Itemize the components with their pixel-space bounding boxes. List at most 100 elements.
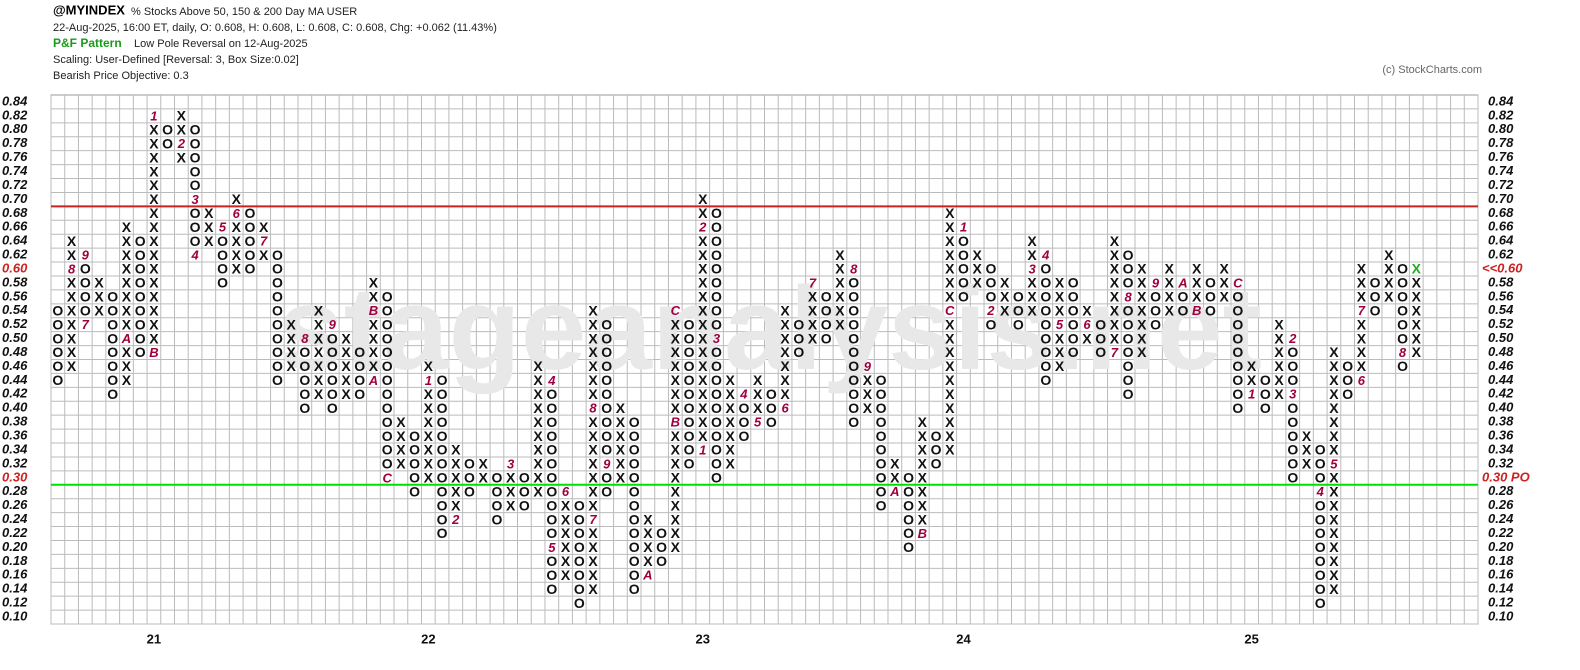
y-tick-label: 0.74 [2,163,28,178]
o-box: O [190,122,201,138]
month-mark: 6 [781,401,789,416]
x-box: X [424,400,434,416]
o-box: O [409,456,420,472]
o-box: O [437,456,448,472]
o-box: O [1068,275,1079,291]
o-box: O [1370,289,1381,305]
x-box: X [1274,316,1284,332]
o-box: O [1205,302,1216,318]
o-box: O [711,233,722,249]
x-box: X [698,289,708,305]
x-box: X [726,400,736,416]
month-mark: 9 [82,248,90,263]
month-mark: 9 [864,359,872,374]
o-box: O [354,358,365,374]
month-mark: 7 [1358,303,1366,318]
x-box: X [1329,539,1339,555]
o-box: O [135,316,146,332]
o-box: O [1287,470,1298,486]
y-tick-label: 0.42 [2,386,28,401]
x-box: X [1384,247,1394,263]
o-box: O [848,289,859,305]
x-box: X [918,470,928,486]
o-box: O [1232,316,1243,332]
x-box: X [1110,275,1120,291]
y-tick-label-right: 0.72 [1488,177,1514,192]
o-box: O [601,470,612,486]
o-box: O [711,372,722,388]
x-box: X [1357,358,1367,374]
y-tick-label-right: 0.44 [1488,372,1514,387]
o-box: O [958,233,969,249]
o-box: O [629,511,640,527]
x-box: X [1247,372,1257,388]
o-box: O [684,400,695,416]
x-box: X [780,302,790,318]
o-box: O [1095,344,1106,360]
objective-text: Bearish Price Objective: 0.3 [53,70,189,82]
o-box: O [217,247,228,263]
x-box: X [533,442,543,458]
month-mark: 4 [190,248,199,263]
x-box: X [1384,289,1394,305]
month-mark: 7 [809,275,817,290]
o-box: O [711,414,722,430]
pnf-column: OO [162,122,173,152]
x-box: X [232,247,242,263]
o-box: O [382,400,393,416]
o-box: O [574,553,585,569]
x-box: X [451,497,461,513]
x-box: X [835,261,845,277]
o-box: O [437,525,448,541]
x-box: X [973,275,983,291]
x-box: X [671,428,681,444]
x-box: X [149,219,159,235]
o-box: O [656,525,667,541]
y-tick-label-right: 0.80 [1488,121,1514,136]
y-tick-label: 0.22 [2,525,28,540]
o-box: O [1205,275,1216,291]
x-box: X [945,219,955,235]
o-box: O [601,386,612,402]
x-box: X [1274,386,1284,402]
x-box: X [149,233,159,249]
y-tick-label-right: 0.16 [1488,567,1514,582]
x-box: X [1027,289,1037,305]
y-tick-label: 0.50 [2,330,28,345]
pnf-column: OOO [1095,316,1106,360]
month-mark: 2 [451,512,460,527]
o-box: O [684,414,695,430]
x-box: X [369,289,379,305]
o-box: O [1013,289,1024,305]
x-box: X [780,330,790,346]
x-box: X [1329,567,1339,583]
y-tick-label: 0.54 [2,302,28,317]
month-mark: 8 [1124,289,1132,304]
x-box: X [588,497,598,513]
o-box: O [217,233,228,249]
x-box: X [698,316,708,332]
y-tick-label-right: 0.46 [1488,358,1514,373]
o-box: O [711,261,722,277]
x-box: X [945,442,955,458]
o-box: O [437,497,448,513]
o-box: O [793,344,804,360]
x-box: X [588,456,598,472]
x-box: X [122,247,132,263]
o-box: O [766,386,777,402]
x-box: X [1329,372,1339,388]
o-box: O [684,386,695,402]
o-box: O [52,358,63,374]
x-box: X [533,386,543,402]
o-box: O [1370,275,1381,291]
